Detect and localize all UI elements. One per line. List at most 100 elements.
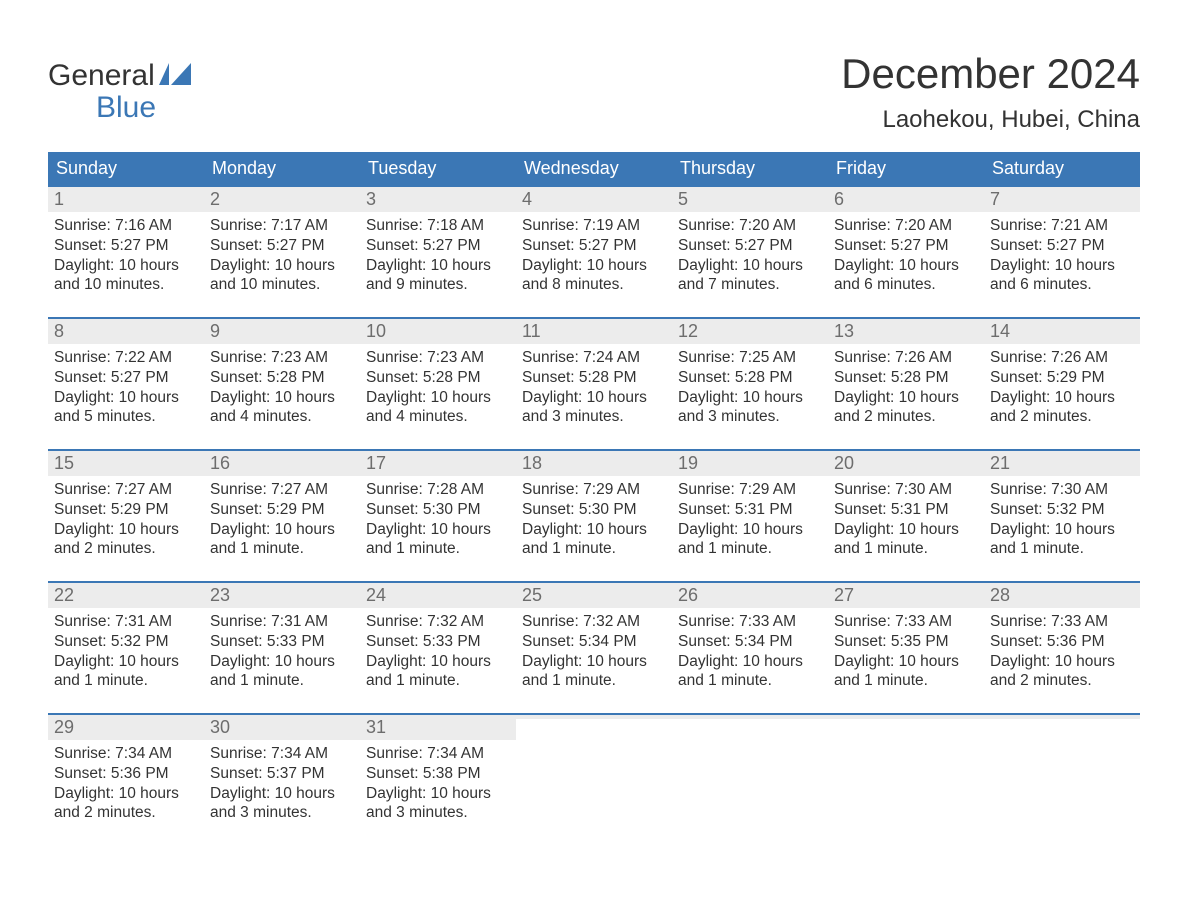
daylight-text: and 1 minute. — [522, 671, 666, 691]
calendar-day-cell: 15 Sunrise: 7:27 AMSunset: 5:29 PMDayligh… — [48, 449, 204, 581]
daylight-text: Daylight: 10 hours — [54, 652, 198, 672]
daylight-text: Daylight: 10 hours — [522, 520, 666, 540]
day-details: Sunrise: 7:16 AMSunset: 5:27 PMDaylight:… — [48, 212, 204, 301]
sunrise-text: Sunrise: 7:27 AM — [54, 480, 198, 500]
daylight-text: and 1 minute. — [54, 671, 198, 691]
day-number-bar: 27 — [828, 581, 984, 608]
day-details: Sunrise: 7:22 AMSunset: 5:27 PMDaylight:… — [48, 344, 204, 433]
day-details: Sunrise: 7:31 AMSunset: 5:32 PMDaylight:… — [48, 608, 204, 697]
day-number: 13 — [828, 319, 984, 344]
daylight-text: and 1 minute. — [678, 671, 822, 691]
day-details: Sunrise: 7:30 AMSunset: 5:32 PMDaylight:… — [984, 476, 1140, 565]
daylight-text: and 2 minutes. — [54, 803, 198, 823]
daylight-text: and 1 minute. — [366, 539, 510, 559]
calendar-day-cell: 18Sunrise: 7:29 AMSunset: 5:30 PMDayligh… — [516, 449, 672, 581]
day-details: Sunrise: 7:23 AMSunset: 5:28 PMDaylight:… — [360, 344, 516, 433]
daylight-text: Daylight: 10 hours — [54, 256, 198, 276]
day-number-bar: 5 — [672, 185, 828, 212]
calendar-day-cell — [516, 713, 672, 845]
day-details: Sunrise: 7:33 AMSunset: 5:35 PMDaylight:… — [828, 608, 984, 697]
sunset-text: Sunset: 5:34 PM — [522, 632, 666, 652]
calendar-day-cell: 10Sunrise: 7:23 AMSunset: 5:28 PMDayligh… — [360, 317, 516, 449]
daylight-text: Daylight: 10 hours — [54, 520, 198, 540]
calendar-day-cell: 8Sunrise: 7:22 AMSunset: 5:27 PMDaylight… — [48, 317, 204, 449]
day-number: 7 — [984, 187, 1140, 212]
day-number: 26 — [672, 583, 828, 608]
daylight-text: Daylight: 10 hours — [522, 388, 666, 408]
weekday-header: Thursday — [672, 152, 828, 185]
day-number: 21 — [984, 451, 1140, 476]
calendar-day-cell: 23Sunrise: 7:31 AMSunset: 5:33 PMDayligh… — [204, 581, 360, 713]
day-number-bar: 6 — [828, 185, 984, 212]
weekday-header: Friday — [828, 152, 984, 185]
sunset-text: Sunset: 5:27 PM — [678, 236, 822, 256]
sunrise-text: Sunrise: 7:23 AM — [210, 348, 354, 368]
sunset-text: Sunset: 5:29 PM — [54, 500, 198, 520]
daylight-text: Daylight: 10 hours — [210, 388, 354, 408]
calendar-day-cell: 13Sunrise: 7:26 AMSunset: 5:28 PMDayligh… — [828, 317, 984, 449]
month-title: December 2024 — [841, 50, 1140, 98]
daylight-text: Daylight: 10 hours — [522, 652, 666, 672]
daylight-text: Daylight: 10 hours — [210, 520, 354, 540]
day-number: 29 — [48, 715, 204, 740]
day-details: Sunrise: 7:17 AMSunset: 5:27 PMDaylight:… — [204, 212, 360, 301]
logo: General Blue — [48, 50, 191, 123]
calendar-day-cell: 7Sunrise: 7:21 AMSunset: 5:27 PMDaylight… — [984, 185, 1140, 317]
daylight-text: Daylight: 10 hours — [54, 388, 198, 408]
sunset-text: Sunset: 5:36 PM — [990, 632, 1134, 652]
daylight-text: and 8 minutes. — [522, 275, 666, 295]
daylight-text: and 10 minutes. — [54, 275, 198, 295]
daylight-text: Daylight: 10 hours — [366, 520, 510, 540]
calendar-week-row: 8Sunrise: 7:22 AMSunset: 5:27 PMDaylight… — [48, 317, 1140, 449]
day-details: Sunrise: 7:19 AMSunset: 5:27 PMDaylight:… — [516, 212, 672, 301]
daylight-text: and 1 minute. — [210, 539, 354, 559]
daylight-text: and 1 minute. — [678, 539, 822, 559]
daylight-text: Daylight: 10 hours — [210, 784, 354, 804]
calendar-day-cell — [984, 713, 1140, 845]
sunrise-text: Sunrise: 7:32 AM — [366, 612, 510, 632]
weekday-header: Saturday — [984, 152, 1140, 185]
sunrise-text: Sunrise: 7:25 AM — [678, 348, 822, 368]
weekday-header: Sunday — [48, 152, 204, 185]
day-number: 10 — [360, 319, 516, 344]
daylight-text: and 10 minutes. — [210, 275, 354, 295]
sunset-text: Sunset: 5:27 PM — [54, 368, 198, 388]
day-number: 24 — [360, 583, 516, 608]
day-number: 15 — [48, 451, 204, 476]
daylight-text: Daylight: 10 hours — [366, 652, 510, 672]
day-number: 9 — [204, 319, 360, 344]
day-number: 31 — [360, 715, 516, 740]
daylight-text: Daylight: 10 hours — [678, 520, 822, 540]
sunset-text: Sunset: 5:31 PM — [834, 500, 978, 520]
header: General Blue December 2024 Laohekou, Hub… — [48, 50, 1140, 134]
day-number: 14 — [984, 319, 1140, 344]
day-number: 22 — [48, 583, 204, 608]
day-number: 3 — [360, 187, 516, 212]
sunset-text: Sunset: 5:28 PM — [834, 368, 978, 388]
location: Laohekou, Hubei, China — [841, 106, 1140, 134]
calendar-day-cell: 1Sunrise: 7:16 AMSunset: 5:27 PMDaylight… — [48, 185, 204, 317]
daylight-text: and 1 minute. — [522, 539, 666, 559]
day-number-bar: 7 — [984, 185, 1140, 212]
sunrise-text: Sunrise: 7:24 AM — [522, 348, 666, 368]
day-number-bar: 11 — [516, 317, 672, 344]
daylight-text: and 3 minutes. — [210, 803, 354, 823]
sunrise-text: Sunrise: 7:33 AM — [834, 612, 978, 632]
daylight-text: and 2 minutes. — [990, 407, 1134, 427]
calendar-day-cell: 25Sunrise: 7:32 AMSunset: 5:34 PMDayligh… — [516, 581, 672, 713]
daylight-text: Daylight: 10 hours — [366, 784, 510, 804]
day-number: 12 — [672, 319, 828, 344]
daylight-text: Daylight: 10 hours — [990, 388, 1134, 408]
day-details: Sunrise: 7:30 AMSunset: 5:31 PMDaylight:… — [828, 476, 984, 565]
sunset-text: Sunset: 5:30 PM — [366, 500, 510, 520]
sunrise-text: Sunrise: 7:21 AM — [990, 216, 1134, 236]
daylight-text: and 1 minute. — [834, 539, 978, 559]
calendar-day-cell — [828, 713, 984, 845]
calendar-day-cell: 17Sunrise: 7:28 AMSunset: 5:30 PMDayligh… — [360, 449, 516, 581]
sunrise-text: Sunrise: 7:34 AM — [366, 744, 510, 764]
day-details: Sunrise: 7:26 AMSunset: 5:28 PMDaylight:… — [828, 344, 984, 433]
day-number-bar: 8 — [48, 317, 204, 344]
daylight-text: Daylight: 10 hours — [990, 256, 1134, 276]
sunrise-text: Sunrise: 7:34 AM — [54, 744, 198, 764]
daylight-text: Daylight: 10 hours — [834, 520, 978, 540]
